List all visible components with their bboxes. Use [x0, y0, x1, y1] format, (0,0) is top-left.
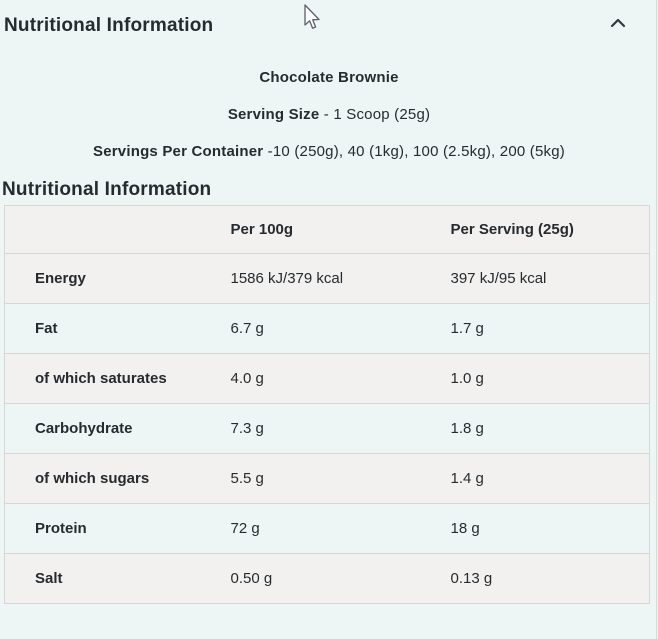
serving-size-value: - 1 Scoop (25g) — [319, 106, 431, 123]
table-row-carbohydrate: Carbohydrate 7.3 g 1.8 g — [4, 403, 650, 454]
value-per-100g: 6.7 g — [230, 303, 451, 354]
row-label: of which saturates — [4, 353, 231, 404]
servings-per-container-line: Servings Per Container -10 (250g), 40 (1… — [0, 143, 658, 160]
nutritional-information-accordion-header[interactable]: Nutritional Information — [0, 0, 652, 52]
row-label: Salt — [4, 553, 231, 604]
table-row-salt: Salt 0.50 g 0.13 g — [4, 553, 650, 604]
row-label: Fat — [4, 303, 231, 354]
serving-size-label: Serving Size — [227, 106, 320, 123]
table-row-protein: Protein 72 g 18 g — [4, 503, 650, 554]
flavour-name: Chocolate Brownie — [259, 69, 399, 86]
value-per-100g: 5.5 g — [230, 453, 451, 504]
value-per-serving: 1.0 g — [450, 353, 650, 404]
value-per-100g: 0.50 g — [230, 553, 451, 604]
mouse-cursor-icon — [302, 4, 322, 32]
nutrition-table-heading: Nutritional Information — [2, 179, 212, 200]
value-per-serving: 1.8 g — [450, 403, 650, 454]
value-per-100g: 72 g — [230, 503, 451, 554]
table-header-row: Per 100g Per Serving (25g) — [4, 205, 650, 254]
servings-per-container-label: Servings Per Container — [93, 143, 264, 160]
value-per-serving: 0.13 g — [450, 553, 650, 604]
column-header-blank — [4, 205, 231, 254]
table-row-energy: Energy 1586 kJ/379 kcal 397 kJ/95 kcal — [4, 253, 650, 304]
serving-size-line: Serving Size - 1 Scoop (25g) — [0, 106, 658, 123]
value-per-100g: 7.3 g — [230, 403, 451, 454]
chevron-up-icon[interactable] — [610, 15, 626, 28]
value-per-serving: 1.4 g — [450, 453, 650, 504]
table-row-saturates: of which saturates 4.0 g 1.0 g — [4, 353, 650, 404]
table-row-sugars: of which sugars 5.5 g 1.4 g — [4, 453, 650, 504]
value-per-serving: 18 g — [450, 503, 650, 554]
column-header-per-100g: Per 100g — [230, 205, 451, 254]
page-right-border — [656, 0, 657, 639]
row-label: Protein — [4, 503, 231, 554]
row-label: Carbohydrate — [4, 403, 231, 454]
table-row-fat: Fat 6.7 g 1.7 g — [4, 303, 650, 354]
value-per-100g: 4.0 g — [230, 353, 451, 404]
column-header-per-serving: Per Serving (25g) — [450, 205, 650, 254]
servings-per-container-value: -10 (250g), 40 (1kg), 100 (2.5kg), 200 (… — [263, 143, 565, 160]
row-label: Energy — [4, 253, 231, 304]
value-per-100g: 1586 kJ/379 kcal — [230, 253, 451, 304]
nutrition-table: Per 100g Per Serving (25g) Energy 1586 k… — [4, 205, 650, 604]
accordion-title: Nutritional Information — [4, 15, 214, 36]
row-label: of which sugars — [4, 453, 231, 504]
value-per-serving: 1.7 g — [450, 303, 650, 354]
value-per-serving: 397 kJ/95 kcal — [450, 253, 650, 304]
